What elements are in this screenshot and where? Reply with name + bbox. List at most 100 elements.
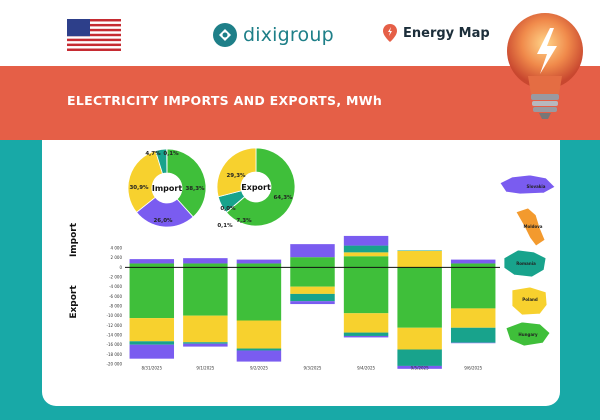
map-moldova: Moldova: [515, 207, 546, 247]
bar-export-hungary: [450, 267, 496, 309]
bar-export-slovakia: [129, 344, 175, 359]
y-tick-label: -16 000: [107, 342, 123, 347]
bar-export-poland: [397, 327, 442, 350]
map-label: Hungary: [518, 332, 538, 337]
bar-import-slovakia: [343, 235, 389, 246]
pie-import: Import 38,3% 26,0% 30,9% 4,7% 0,1%: [127, 148, 207, 228]
x-tick-label: 9/6/2025: [464, 366, 482, 371]
pie-center: [152, 173, 182, 203]
bar-export-slovakia: [397, 365, 442, 369]
bar-export-poland: [236, 320, 282, 349]
bar-export-slovakia: [290, 301, 335, 305]
bar-export-romania: [397, 349, 442, 366]
pie-title: Import: [152, 184, 182, 193]
y-tick-label: -8 000: [109, 304, 122, 309]
light-bulb-icon: [507, 13, 583, 119]
pie-value-label: 26,0%: [153, 218, 173, 224]
bar-import-poland: [397, 250, 442, 268]
energy-map-label: Energy Map: [403, 25, 490, 41]
map-label: Romania: [516, 261, 536, 266]
bar-export-hungary: [397, 267, 442, 328]
bar-import-poland: [343, 252, 389, 257]
bar-export-hungary: [290, 267, 335, 287]
bar-import-slovakia: [236, 259, 282, 264]
bar-import-hungary: [290, 257, 335, 268]
bar-export-romania: [290, 293, 335, 302]
y-tick-label: 2 000: [111, 255, 123, 260]
y-tick-label: 4 000: [111, 246, 123, 251]
pie-value-label: 7,3%: [236, 218, 252, 224]
y-tick-label: -20 000: [107, 362, 123, 367]
y-tick-label: -12 000: [107, 323, 123, 328]
bar-import-hungary: [183, 263, 228, 268]
title-banner: [0, 66, 600, 140]
map-shape-hungary: [505, 321, 551, 347]
bar-export-slovakia: [343, 335, 389, 338]
bar-export-poland: [183, 315, 228, 343]
map-shape-slovakia: [499, 174, 556, 195]
bar-export-hungary: [183, 267, 228, 316]
bar-export-romania: [236, 348, 282, 351]
pie-value-label: 38,3%: [185, 186, 205, 192]
bar-import-hungary: [236, 263, 282, 268]
map-label: Poland: [522, 297, 538, 302]
pie-value-label: 4,7%: [145, 151, 161, 157]
bar-export-romania: [343, 332, 389, 336]
bar-export-romania: [183, 342, 228, 344]
map-label: Moldova: [523, 224, 542, 229]
map-slovakia: Slovakia: [499, 174, 556, 195]
pie-value-label: 0,1%: [163, 151, 179, 157]
bar-export-hungary: [236, 267, 282, 321]
x-tick-label: 9/5/2025: [411, 366, 429, 371]
map-shape-poland: [511, 286, 548, 316]
y-tick-label: -6 000: [109, 294, 122, 299]
bar-import-slovakia: [129, 259, 175, 264]
x-tick-label: 9/4/2025: [357, 366, 375, 371]
bar-export-romania: [129, 341, 175, 345]
bar-export-poland: [129, 318, 175, 342]
bar-export-romania: [450, 327, 496, 343]
bar-import-romania: [343, 245, 389, 253]
map-pin-icon: [383, 24, 397, 42]
x-tick-label: 8/31/2025: [142, 366, 163, 371]
y-tick-label: -10 000: [107, 313, 123, 318]
dixigroup-logo[interactable]: dixigroup: [212, 20, 334, 50]
bar-export-hungary: [129, 267, 175, 319]
bar-import-slovakia: [290, 244, 335, 258]
y-tick-label: -18 000: [107, 352, 123, 357]
energy-map-link[interactable]: Energy Map: [383, 24, 490, 42]
logo-text: dixigroup: [243, 24, 334, 46]
pie-center: [241, 172, 271, 202]
bar-export-poland: [290, 286, 335, 294]
bar-import-hungary: [343, 256, 389, 268]
pie-value-label: 0,1%: [217, 223, 233, 229]
y-tick-label: 0: [119, 265, 122, 270]
pie-value-label: 0,0%: [220, 206, 236, 212]
map-shape-moldova: [515, 207, 546, 247]
y-tick-label: -4 000: [109, 284, 122, 289]
us-flag-icon[interactable]: [67, 19, 121, 51]
pie-value-label: 64,3%: [273, 195, 293, 201]
bar-export-slovakia: [236, 350, 282, 362]
bar-export-hungary: [343, 267, 389, 314]
pie-value-label: 29,3%: [226, 173, 246, 179]
pie-title: Export: [241, 183, 271, 192]
x-tick-label: 9/3/2025: [304, 366, 322, 371]
x-tick-label: 9/1/2025: [196, 366, 214, 371]
bar-export-poland: [450, 308, 496, 328]
bar-import-slovakia: [450, 259, 496, 264]
pie-value-label: 30,9%: [129, 185, 149, 191]
bar-import-slovakia: [183, 258, 228, 264]
map-romania: Romania: [503, 249, 547, 278]
bar-import-hungary: [450, 263, 496, 268]
export-axis-label: Export: [69, 285, 79, 319]
map-poland: Poland: [511, 286, 548, 316]
y-tick-label: -2 000: [109, 275, 122, 280]
map-shape-romania: [503, 249, 547, 278]
import-axis-label: Import: [69, 222, 79, 257]
page-title: ELECTRICITY IMPORTS AND EXPORTS, MWh: [67, 93, 383, 108]
map-label: Slovakia: [526, 184, 545, 189]
bar-import-hungary: [129, 263, 175, 268]
